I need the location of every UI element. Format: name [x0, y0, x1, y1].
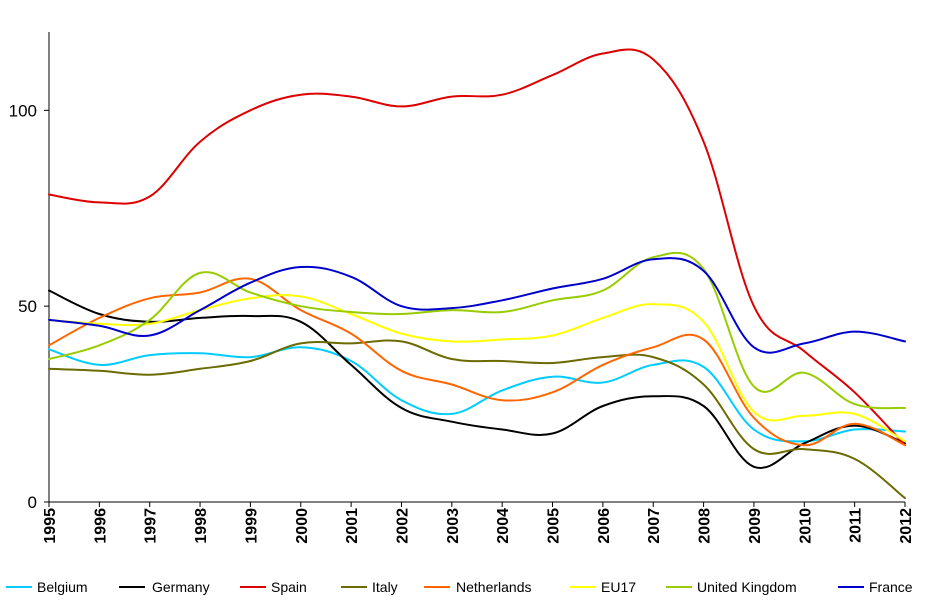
- axes: 0 50 100 1995 1996 1997 1998 1999 2000 2001 2002 2…: [9, 32, 915, 544]
- x-tick-label: 2010: [797, 508, 814, 544]
- y-tick-label: 100: [9, 101, 37, 120]
- x-tick-label: 2001: [344, 508, 361, 544]
- y-axis-ticks: 0 50 100: [9, 101, 49, 512]
- x-tick-label: 2009: [747, 508, 764, 544]
- x-axis-ticks: 1995 1996 1997 1998 1999 2000 2001 2002 2003 2004…: [42, 502, 915, 544]
- x-tick-label: 1997: [143, 508, 160, 544]
- series-line-belgium: [48, 346, 906, 443]
- legend-label-netherlands: Netherlands: [456, 579, 532, 595]
- x-tick-label: 2004: [495, 508, 512, 544]
- x-tick-label: 2002: [394, 508, 411, 544]
- y-tick-label: 50: [18, 297, 37, 316]
- legend-label-eu17: EU17: [601, 579, 636, 595]
- series-lines: [48, 48, 906, 500]
- series-line-spain: [48, 48, 906, 447]
- x-tick-label: 2012: [898, 508, 915, 544]
- series-line-italy: [48, 339, 906, 500]
- legend: Belgium Germany Spain Italy Netherlands EU17 U…: [6, 579, 913, 595]
- series-line-netherlands: [48, 277, 906, 447]
- x-tick-label: 1996: [92, 508, 109, 544]
- legend-label-france: France: [869, 579, 913, 595]
- legend-label-germany: Germany: [152, 579, 210, 595]
- legend-label-italy: Italy: [372, 579, 398, 595]
- y-tick-label: 0: [28, 493, 37, 512]
- x-tick-label: 1998: [193, 508, 210, 544]
- legend-label-united-kingdom: United Kingdom: [697, 579, 797, 595]
- x-tick-label: 1995: [42, 508, 59, 544]
- series-line-united-kingdom: [48, 251, 906, 410]
- series-line-france: [48, 257, 906, 354]
- legend-label-belgium: Belgium: [37, 579, 88, 595]
- series-line-germany: [48, 289, 906, 469]
- x-tick-label: 1999: [243, 508, 260, 544]
- series-line-eu17: [48, 294, 906, 443]
- legend-label-spain: Spain: [271, 579, 307, 595]
- x-tick-label: 2011: [848, 508, 865, 543]
- x-tick-label: 2003: [445, 508, 462, 544]
- x-tick-label: 2008: [697, 508, 714, 544]
- x-tick-label: 2005: [546, 508, 563, 544]
- x-tick-label: 2007: [646, 508, 663, 544]
- x-tick-label: 2006: [596, 508, 613, 544]
- x-tick-label: 2000: [294, 508, 311, 544]
